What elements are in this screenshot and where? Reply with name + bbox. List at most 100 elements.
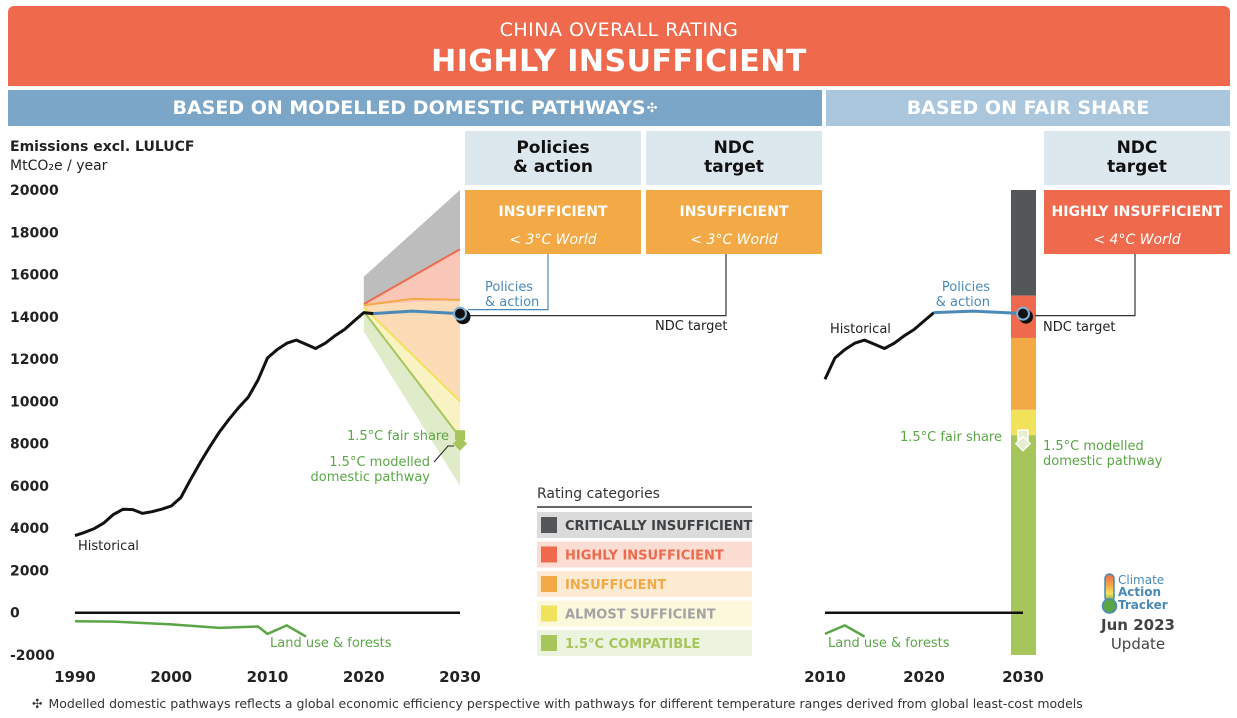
- legend-swatch: [541, 605, 557, 622]
- y-tick-label: 20000: [10, 183, 59, 199]
- y-axis-label: MtCO₂e / year: [10, 158, 108, 174]
- band-boundary-line: [363, 306, 461, 403]
- fair-share-header: BASED ON FAIR SHARE: [826, 90, 1230, 126]
- historical-label-right: Historical: [830, 322, 891, 337]
- policies-world: < 3°C World: [509, 232, 597, 248]
- modelled-pathway-marker: [452, 436, 468, 451]
- logo-line2: Action: [1118, 585, 1162, 599]
- y-tick-label: 0: [10, 606, 20, 622]
- rating-band-1: [363, 190, 460, 305]
- ndc-right-column-header: NDC target: [1044, 131, 1230, 185]
- x-tick-label-right: 2020: [903, 668, 945, 686]
- logo-update: Update: [1110, 635, 1166, 653]
- y-tick-label: -2000: [10, 648, 55, 664]
- modelled-pathways-mark: ✣: [646, 100, 658, 116]
- y-tick-label: 6000: [10, 479, 49, 495]
- x-tick-label: 2010: [247, 668, 289, 686]
- ndc-left-column-header: NDC target: [646, 131, 822, 185]
- y-tick-label: 4000: [10, 521, 49, 537]
- landuse-label-right: Land use & forests: [828, 636, 950, 651]
- legend-label: CRITICALLY INSUFFICIENT: [565, 519, 753, 534]
- legend-row-bg: [537, 541, 752, 568]
- thermometer-icon: [1101, 573, 1118, 614]
- ndc-connector-right: [1035, 254, 1136, 317]
- modelled-label-line1: 1.5°C modelled: [329, 455, 430, 470]
- legend-title: Rating categories: [537, 486, 660, 502]
- ndc-left-world: < 3°C World: [690, 232, 778, 248]
- band-boundary-line: [363, 297, 461, 307]
- ndc-left-rating: INSUFFICIENT: [679, 204, 789, 220]
- modelled-pathways-header: BASED ON MODELLED DOMESTIC PATHWAYS ✣: [8, 90, 822, 126]
- ndc-left-header-line1: NDC: [713, 138, 755, 158]
- historical-label: Historical: [78, 539, 139, 554]
- fair-share-segment: [1011, 337, 1036, 410]
- modelled-label-right-line2: domestic pathway: [1043, 454, 1163, 469]
- policies-header-line2: & action: [512, 157, 594, 177]
- landuse-line-right: [824, 624, 866, 638]
- legend-row-bg: [537, 571, 752, 597]
- legend-label: ALMOST SUFFICIENT: [565, 608, 716, 623]
- ndc-right-rating-box: HIGHLY INSUFFICIENT < 4°C World: [1044, 190, 1230, 254]
- ndc-left-header-line2: target: [704, 157, 764, 177]
- y-tick-label: 2000: [10, 563, 49, 579]
- policies-line-right: [933, 309, 1024, 316]
- rating-band-3: [363, 299, 460, 402]
- landuse-line-left: [74, 619, 307, 638]
- x-tick-label: 2020: [343, 668, 385, 686]
- legend-swatch: [541, 635, 557, 651]
- overall-rating-value: HIGHLY INSUFFICIENT: [431, 44, 807, 79]
- overall-rating-banner: CHINA OVERALL RATING HIGHLY INSUFFICIENT: [8, 6, 1230, 86]
- ndc-left-rating-box: INSUFFICIENT < 3°C World: [646, 190, 822, 254]
- logo-line3: Tracker: [1118, 598, 1168, 612]
- ndc-right-rating: HIGHLY INSUFFICIENT: [1051, 204, 1223, 220]
- modelled-pathways-title: BASED ON MODELLED DOMESTIC PATHWAYS: [172, 97, 646, 119]
- y-tick-label: 10000: [10, 394, 59, 410]
- x-tick-label: 1990: [54, 668, 96, 686]
- footnote: ✣ Modelled domestic pathways reflects a g…: [32, 696, 1083, 711]
- fair-share-segment: [1011, 190, 1036, 296]
- historical-line-right: [823, 311, 935, 380]
- country-rating-label: CHINA OVERALL RATING: [499, 19, 739, 41]
- x-tick-label-right: 2030: [1002, 668, 1044, 686]
- legend-row-bg: [537, 512, 752, 538]
- landuse-label: Land use & forests: [270, 636, 392, 651]
- legend-swatch: [541, 546, 557, 563]
- fair-share-marker: [455, 430, 465, 441]
- x-tick-label-right: 2010: [804, 668, 846, 686]
- y-tick-label: 12000: [10, 352, 59, 368]
- y-tick-label: 18000: [10, 225, 59, 241]
- legend-swatch: [541, 517, 557, 533]
- historical-line-left: [74, 311, 374, 538]
- policies-label-right-line1: Policies: [942, 280, 990, 295]
- policies-line-left: [373, 309, 461, 316]
- band-boundary-line: [363, 248, 461, 305]
- policies-column-header: Policies & action: [465, 131, 641, 185]
- fair-share-title: BASED ON FAIR SHARE: [906, 97, 1150, 119]
- legend-row-bg: [537, 630, 752, 656]
- legend-label: INSUFFICIENT: [565, 578, 666, 593]
- y-tick-label: 14000: [10, 310, 59, 326]
- ndc-right-header-line1: NDC: [1116, 138, 1158, 158]
- band-boundary-line: [363, 310, 461, 438]
- y-tick-label: 8000: [10, 437, 49, 453]
- modelled-connector: [433, 445, 454, 463]
- policies-rating-box: INSUFFICIENT < 3°C World: [465, 190, 641, 254]
- ndc-right-world: < 4°C World: [1093, 232, 1181, 248]
- policies-label-right-line2: & action: [936, 295, 990, 310]
- modelled-label-line2: domestic pathway: [311, 470, 431, 485]
- legend-label: 1.5°C COMPATIBLE: [565, 637, 700, 652]
- modelled-label-right-line1: 1.5°C modelled: [1043, 439, 1144, 454]
- footnote-text: Modelled domestic pathways reflects a gl…: [48, 696, 1083, 711]
- x-tick-label: 2000: [150, 668, 192, 686]
- policies-label-line2: & action: [485, 295, 539, 310]
- chart-title: Emissions excl. LULUCF: [10, 139, 195, 155]
- ndc-label-right: NDC target: [1043, 320, 1115, 335]
- logo-date: Jun 2023: [1101, 616, 1175, 634]
- logo-line1: Climate: [1118, 573, 1165, 587]
- policies-rating: INSUFFICIENT: [498, 204, 608, 220]
- policies-marker-right: [1016, 306, 1030, 321]
- policies-label-line1: Policies: [485, 280, 533, 295]
- policies-connector: [468, 254, 549, 311]
- policies-marker: [453, 306, 467, 321]
